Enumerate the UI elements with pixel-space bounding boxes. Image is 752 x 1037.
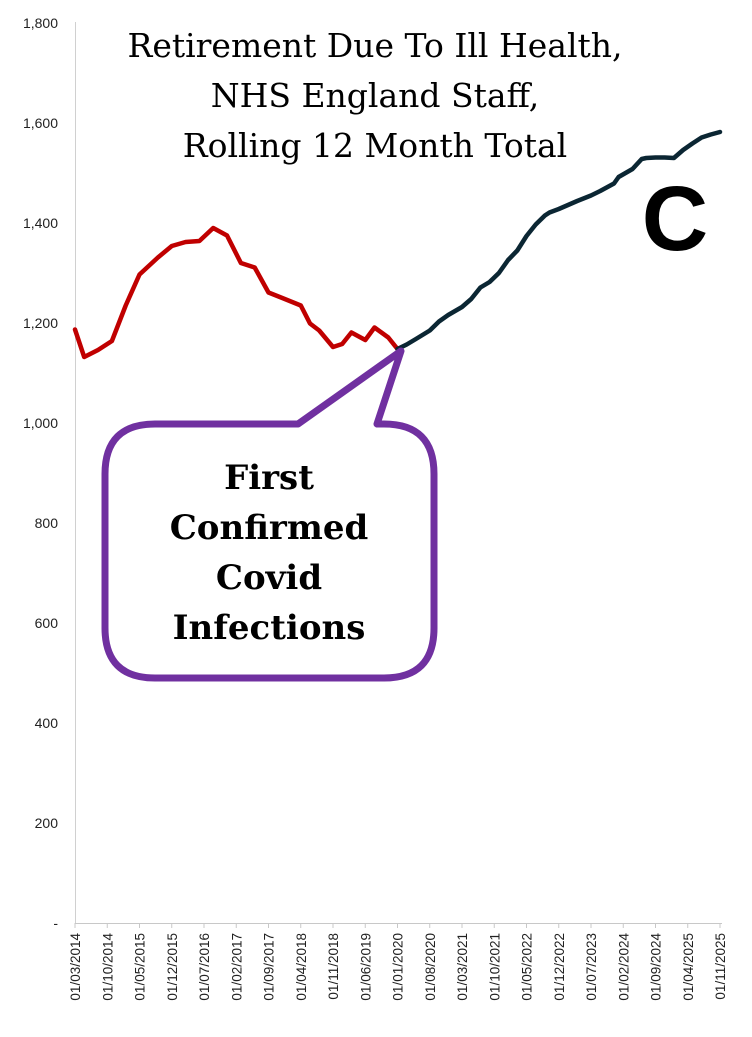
x-tick-label: 01/03/2021 (455, 933, 470, 1001)
y-axis-ticks: - 200 400 600 800 1,000 1,200 1,400 1,600 1,800 (23, 15, 58, 931)
chart-title-line-1: Retirement Due To Ill Health, (127, 26, 622, 65)
x-tick-label: 01/02/2024 (616, 933, 631, 1001)
y-tick-label: 1,600 (23, 115, 58, 131)
y-tick-label: 600 (35, 615, 59, 631)
series-line-1 (72, 225, 400, 360)
x-tick-label: 01/10/2014 (100, 933, 115, 1001)
y-tick-label: - (53, 915, 58, 931)
callout-line-3: Covid (216, 558, 322, 598)
y-tick-label: 1,400 (23, 215, 58, 231)
callout-bubble (101, 347, 438, 682)
y-tick-label: 200 (35, 815, 59, 831)
x-tick-label: 01/01/2020 (391, 933, 406, 1001)
x-tick-label: 01/05/2022 (520, 933, 535, 1001)
x-tick-label: 01/02/2017 (229, 933, 244, 1001)
y-tick-label: 1,800 (23, 15, 58, 31)
callout-line-4: Infections (173, 608, 366, 648)
x-tick-label: 01/03/2014 (68, 933, 83, 1001)
y-tick-label: 400 (35, 715, 59, 731)
chart-title-line-2: NHS England Staff, (211, 76, 540, 115)
x-tick-label: 01/09/2017 (262, 933, 277, 1001)
y-tick-label: 800 (35, 515, 59, 531)
x-tick-label: 01/06/2019 (358, 933, 373, 1001)
y-tick-label: 1,000 (23, 415, 58, 431)
y-tick-label: 1,200 (23, 315, 58, 331)
series-line-2 (395, 129, 723, 352)
x-tick-label: 01/12/2015 (165, 933, 180, 1001)
x-tick-label: 01/04/2025 (681, 933, 696, 1001)
x-tick-label: 01/11/2018 (326, 933, 341, 1000)
callout-line-2: Confirmed (170, 508, 368, 548)
x-tick-label: 01/10/2021 (487, 933, 502, 1001)
corner-label: C (642, 168, 708, 270)
series-lines (72, 129, 723, 360)
x-tick-label: 01/08/2020 (423, 933, 438, 1001)
x-tick-label: 01/07/2023 (584, 933, 599, 1001)
x-tick-label: 01/11/2025 (713, 933, 728, 1000)
x-tick-label: 01/04/2018 (294, 933, 309, 1001)
x-tick-label: 01/05/2015 (133, 933, 148, 1001)
callout-line-1: First (224, 458, 314, 498)
x-tick-label: 01/12/2022 (552, 933, 567, 1001)
x-tick-label: 01/09/2024 (649, 933, 664, 1001)
x-axis-ticks: 01/03/2014 01/10/2014 01/05/2015 01/12/2015… (68, 923, 728, 1001)
chart-title-line-3: Rolling 12 Month Total (183, 126, 567, 165)
x-tick-label: 01/07/2016 (197, 933, 212, 1001)
